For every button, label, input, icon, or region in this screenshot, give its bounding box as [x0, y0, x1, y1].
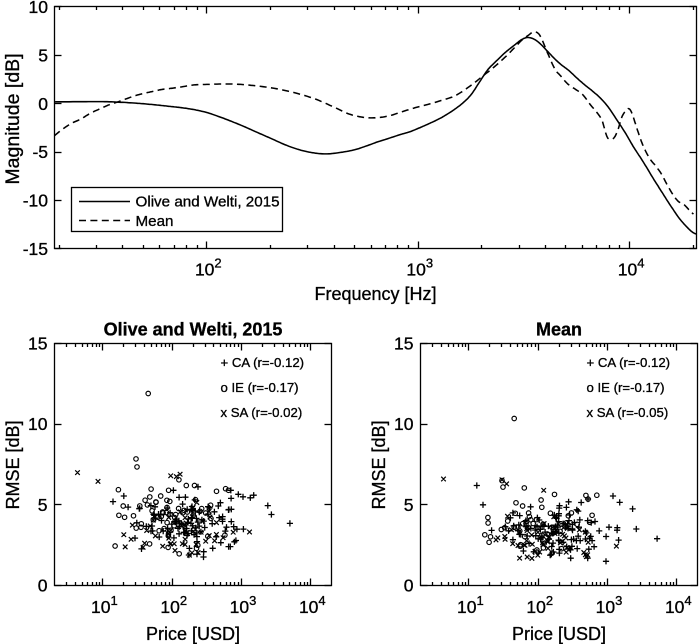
svg-text:RMSE [dB]: RMSE [dB] [3, 420, 23, 509]
svg-text:o IE (r=-0.17): o IE (r=-0.17) [221, 380, 299, 395]
svg-text:Mean: Mean [536, 320, 582, 340]
svg-text:5: 5 [38, 45, 48, 65]
svg-text:-10: -10 [23, 191, 49, 211]
svg-text:Price [USD]: Price [USD] [146, 624, 240, 644]
svg-text:o IE (r=-0.17): o IE (r=-0.17) [587, 380, 665, 395]
svg-text:10: 10 [29, 0, 49, 17]
svg-text:Mean: Mean [136, 213, 174, 230]
svg-text:x SA (r=-0.02): x SA (r=-0.02) [221, 405, 303, 420]
svg-text:5: 5 [404, 495, 414, 515]
svg-text:-5: -5 [32, 142, 48, 162]
svg-text:15: 15 [28, 334, 47, 354]
svg-text:Olive and Welti, 2015: Olive and Welti, 2015 [136, 194, 280, 211]
svg-text:15: 15 [394, 334, 413, 354]
svg-text:103: 103 [230, 593, 257, 617]
svg-text:RMSE [dB]: RMSE [dB] [369, 420, 389, 509]
svg-text:Olive and Welti, 2015: Olive and Welti, 2015 [104, 320, 283, 340]
svg-text:104: 104 [299, 593, 326, 617]
svg-text:Magnitude [dB]: Magnitude [dB] [2, 53, 24, 184]
svg-text:5: 5 [38, 495, 48, 515]
svg-text:0: 0 [38, 94, 48, 114]
svg-text:+ CA (r=-0.12): + CA (r=-0.12) [587, 355, 671, 370]
svg-text:0: 0 [404, 576, 414, 596]
svg-text:10: 10 [394, 414, 414, 434]
svg-text:+ CA (r=-0.12): + CA (r=-0.12) [221, 355, 305, 370]
svg-text:Frequency [Hz]: Frequency [Hz] [314, 284, 436, 304]
svg-text:104: 104 [618, 256, 645, 280]
svg-text:-15: -15 [23, 239, 48, 259]
svg-text:Price [USD]: Price [USD] [512, 624, 606, 644]
svg-text:10: 10 [28, 414, 48, 434]
svg-text:x SA (r=-0.05): x SA (r=-0.05) [587, 405, 669, 420]
svg-text:0: 0 [38, 576, 48, 596]
